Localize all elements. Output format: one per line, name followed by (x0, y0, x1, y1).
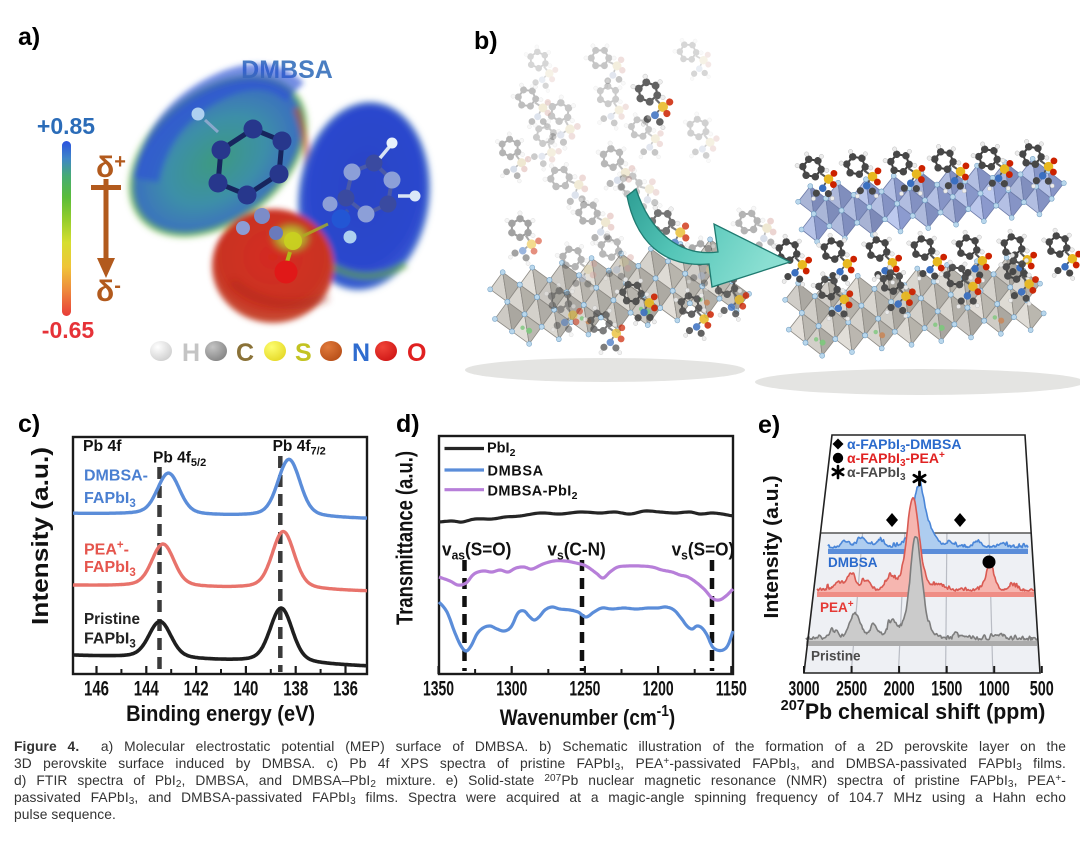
svg-text:1000: 1000 (979, 678, 1010, 701)
svg-text:Pristine: Pristine (811, 649, 861, 664)
svg-text:b): b) (474, 27, 498, 55)
svg-text:1200: 1200 (643, 678, 674, 701)
svg-text:+0.85: +0.85 (37, 113, 95, 139)
svg-text:vs(C-N): vs(C-N) (547, 539, 605, 563)
svg-text:Wavenumber (cm-1): Wavenumber (cm-1) (500, 702, 675, 730)
svg-text:Pb 4f: Pb 4f (83, 438, 122, 455)
svg-text:2500: 2500 (836, 678, 867, 701)
svg-text:c): c) (18, 410, 40, 438)
svg-text:DMBSA: DMBSA (828, 555, 878, 570)
svg-text:DMBSA: DMBSA (488, 464, 544, 480)
svg-text:vs(S=O): vs(S=O) (672, 539, 735, 563)
svg-text:1350: 1350 (423, 678, 454, 701)
svg-text:α-FAPbI3: α-FAPbI3 (847, 464, 906, 483)
svg-text:C: C (236, 339, 254, 367)
svg-text:3000: 3000 (789, 678, 820, 701)
svg-text:FAPbI3: FAPbI3 (84, 490, 136, 510)
svg-text:1300: 1300 (496, 678, 527, 701)
svg-text:a): a) (18, 23, 40, 51)
svg-text:O: O (407, 339, 426, 367)
svg-text:136: 136 (333, 678, 358, 701)
svg-text:α-FAPbI3-PEA+: α-FAPbI3-PEA+ (847, 450, 945, 469)
svg-text:1500: 1500 (931, 678, 962, 701)
svg-text:140: 140 (233, 678, 258, 701)
svg-text:S: S (295, 339, 312, 367)
svg-text:e): e) (758, 411, 780, 439)
svg-text:Intensity (a.u.): Intensity (a.u.) (761, 476, 783, 619)
svg-text:207Pb chemical shift (ppm): 207Pb chemical shift (ppm) (781, 698, 1046, 724)
svg-text:1250: 1250 (569, 678, 600, 701)
svg-text:FAPbI3: FAPbI3 (84, 631, 136, 651)
svg-text:500: 500 (1030, 678, 1054, 701)
svg-text:α-FAPbI3-DMBSA: α-FAPbI3-DMBSA (847, 436, 962, 455)
svg-text:DMBSA-: DMBSA- (84, 468, 148, 485)
svg-text:PbI2: PbI2 (487, 441, 516, 460)
svg-text:2000: 2000 (884, 678, 915, 701)
svg-text:PEA+: PEA+ (820, 599, 854, 615)
svg-text:Transmittance (a.u.): Transmittance (a.u.) (392, 451, 418, 625)
svg-text:Intensity (a.u.): Intensity (a.u.) (27, 447, 53, 625)
svg-text:144: 144 (134, 678, 159, 701)
svg-text:δ-: δ- (96, 275, 121, 308)
svg-text:Binding energy (eV): Binding energy (eV) (126, 701, 315, 726)
svg-text:FAPbI3: FAPbI3 (84, 559, 136, 579)
svg-text:H: H (182, 339, 200, 367)
svg-text:DMBSA-PbI2: DMBSA-PbI2 (488, 484, 578, 503)
svg-text:146: 146 (84, 678, 109, 701)
svg-text:-0.65: -0.65 (42, 317, 95, 343)
svg-text:N: N (352, 339, 370, 367)
svg-text:δ+: δ+ (96, 151, 126, 184)
svg-text:142: 142 (184, 678, 209, 701)
svg-text:Pristine: Pristine (84, 611, 140, 628)
svg-text:d): d) (396, 410, 420, 438)
svg-text:138: 138 (283, 678, 308, 701)
svg-text:1150: 1150 (716, 678, 747, 701)
